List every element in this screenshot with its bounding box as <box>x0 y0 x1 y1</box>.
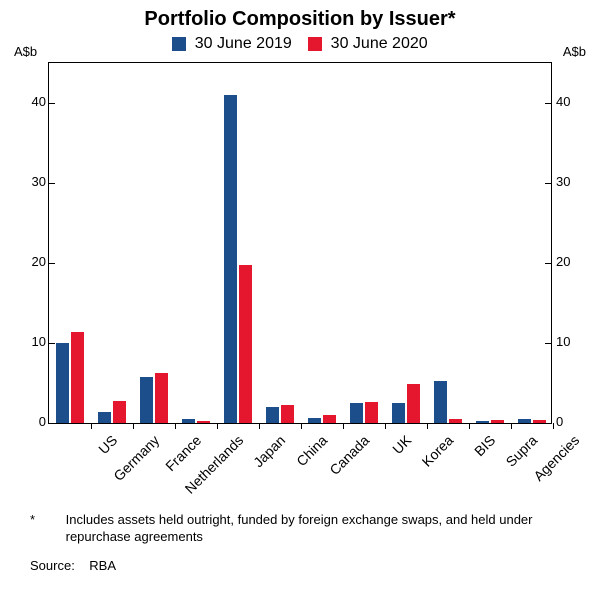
legend-label-2019: 30 June 2019 <box>195 35 292 52</box>
xtick-mark <box>511 423 512 429</box>
xtick-mark <box>301 423 302 429</box>
bar <box>350 403 363 423</box>
ytick-mark <box>49 103 55 104</box>
bar <box>182 419 195 423</box>
ytick-mark <box>545 103 551 104</box>
ytick-mark <box>545 263 551 264</box>
bar <box>476 421 489 423</box>
ytick-left: 0 <box>6 415 46 428</box>
footnote: * Includes assets held outright, funded … <box>30 512 582 546</box>
bar <box>224 95 237 423</box>
ytick-right: 0 <box>556 415 596 428</box>
footnote-text: Includes assets held outright, funded by… <box>66 512 582 546</box>
xtick-mark <box>343 423 344 429</box>
bar <box>239 265 252 423</box>
bar <box>98 412 111 423</box>
bar <box>155 373 168 423</box>
xtick-mark <box>259 423 260 429</box>
xtick-mark <box>553 423 554 429</box>
source-line: Source: RBA <box>30 558 116 573</box>
xtick-mark <box>91 423 92 429</box>
ytick-right: 20 <box>556 255 596 268</box>
bar <box>392 403 405 423</box>
ytick-mark <box>49 183 55 184</box>
ytick-right: 40 <box>556 95 596 108</box>
bar <box>323 415 336 423</box>
xtick-mark <box>469 423 470 429</box>
xtick-mark <box>217 423 218 429</box>
ytick-left: 20 <box>6 255 46 268</box>
ytick-right: 10 <box>556 335 596 348</box>
xtick-mark <box>427 423 428 429</box>
ytick-left: 30 <box>6 175 46 188</box>
bar <box>266 407 279 423</box>
bar <box>434 381 447 423</box>
bar <box>365 402 378 423</box>
xtick-mark <box>133 423 134 429</box>
bar <box>281 405 294 423</box>
xtick-mark <box>385 423 386 429</box>
ytick-left: 10 <box>6 335 46 348</box>
bar <box>407 384 420 423</box>
source-label: Source: <box>30 558 75 573</box>
ytick-mark <box>545 183 551 184</box>
legend-item-2019: 30 June 2019 <box>172 35 291 53</box>
y-axis-label-right: A$b <box>563 44 586 59</box>
bar <box>71 332 84 423</box>
legend-label-2020: 30 June 2020 <box>331 35 428 52</box>
ytick-right: 30 <box>556 175 596 188</box>
bar <box>518 419 531 423</box>
bar <box>197 421 210 423</box>
legend-swatch-2019 <box>172 37 186 51</box>
bars-layer <box>49 63 551 423</box>
ytick-mark <box>49 263 55 264</box>
legend: 30 June 2019 30 June 2020 <box>0 31 600 53</box>
ytick-mark <box>49 343 55 344</box>
bar <box>533 420 546 423</box>
y-axis-label-left: A$b <box>14 44 37 59</box>
bar <box>56 343 69 423</box>
bar <box>308 418 321 423</box>
bar <box>449 419 462 423</box>
ytick-mark <box>545 343 551 344</box>
bar <box>113 401 126 423</box>
legend-swatch-2020 <box>308 37 322 51</box>
legend-item-2020: 30 June 2020 <box>308 35 427 53</box>
chart-container: Portfolio Composition by Issuer* 30 June… <box>0 0 600 594</box>
xtick-mark <box>175 423 176 429</box>
ytick-left: 40 <box>6 95 46 108</box>
chart-title: Portfolio Composition by Issuer* <box>0 0 600 31</box>
source-value: RBA <box>89 558 116 573</box>
footnote-mark: * <box>30 512 62 529</box>
bar <box>140 377 153 423</box>
plot-area <box>48 62 552 424</box>
bar <box>491 420 504 423</box>
